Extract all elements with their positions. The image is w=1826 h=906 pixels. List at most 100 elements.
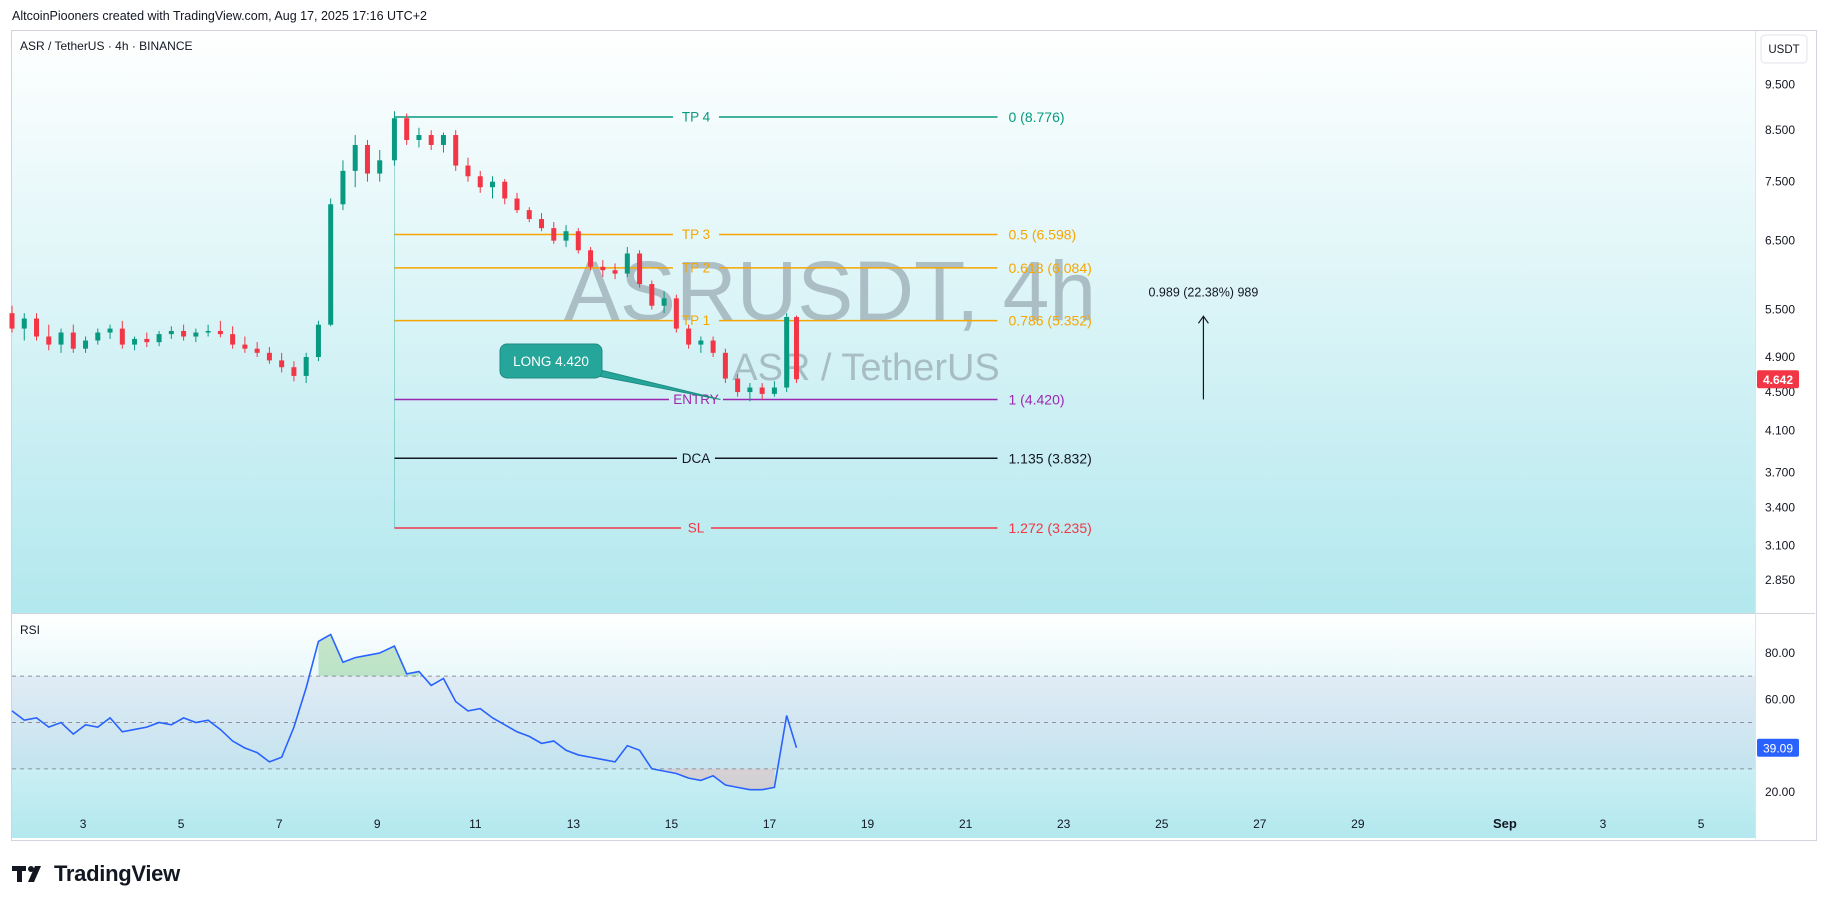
rsi-oversold-fill [664, 768, 775, 790]
candle-body [624, 253, 630, 274]
fib-level-label: 0.5 (6.598) [1008, 226, 1076, 242]
price-tick-label: 2.850 [1765, 573, 1795, 587]
axes: 9.500 8.500 7.500 6.500 5.500 4.900 4.500 4.100… [80, 77, 1799, 831]
candle-body [612, 270, 618, 274]
fib-levels: TP 4 0 (8.776) TP 3 0.5 (6.598) TP 2 0.618 (6… [394, 109, 1092, 536]
time-tick-label: 9 [374, 817, 381, 831]
fib-level-label: 0.618 (6.084) [1008, 260, 1091, 276]
time-tick-label: 21 [959, 817, 973, 831]
chart-frame [11, 30, 1817, 841]
candle-body [352, 144, 358, 171]
time-tick-label: 11 [469, 817, 482, 831]
price-tick-label: 3.100 [1765, 539, 1795, 553]
candle-body [144, 338, 150, 343]
candle-body [377, 160, 383, 174]
callout-box [499, 343, 603, 379]
candle-body [600, 266, 606, 271]
time-tick-label: 25 [1155, 817, 1169, 831]
candle-body [83, 340, 89, 349]
candle-body [453, 135, 459, 166]
tradingview-brand: TradingView [54, 861, 180, 886]
time-tick-label: 29 [1351, 817, 1365, 831]
last-price-label: 4.642 [1763, 373, 1793, 387]
time-tick-label: 15 [665, 817, 679, 831]
candle-body [440, 135, 446, 145]
candle-body [686, 328, 692, 345]
time-tick-label: 7 [276, 817, 283, 831]
time-tick-label: 5 [178, 817, 185, 831]
candle-body [9, 313, 15, 329]
price-measure[interactable]: 0.989 (22.38%) 989 [1149, 285, 1259, 400]
candle-body [291, 367, 297, 376]
rsi-line [11, 633, 798, 791]
candle-body [266, 352, 272, 361]
candle-body [168, 330, 174, 335]
measure-arrowhead [1197, 315, 1209, 324]
symbol-watermark: ASRUSDT, 4h ASR / TetherUS [564, 244, 1096, 389]
symbol-info[interactable]: ASR / TetherUS · 4h · BINANCE [20, 39, 193, 53]
candle-body [698, 340, 704, 345]
candle-body [673, 298, 679, 329]
candle-body [710, 340, 716, 353]
chart-attribution: AltcoinPiooners created with TradingView… [12, 9, 427, 23]
rsi-tick-label: 80.00 [1765, 646, 1795, 660]
candle-body [489, 181, 495, 188]
time-tick-label: 13 [567, 817, 581, 831]
rsi-indicator [11, 633, 1755, 791]
candle-body [416, 135, 422, 140]
candle-body [254, 348, 260, 353]
fib-level-name: TP 1 [682, 313, 710, 328]
tradingview-logo[interactable]: TradingView [12, 861, 180, 887]
candle-body [784, 316, 790, 388]
candle-body [70, 332, 76, 349]
price-tick-label: 3.700 [1765, 466, 1795, 480]
candle-body [649, 284, 655, 306]
candle-body [364, 144, 370, 174]
fib-level-name: TP 2 [682, 260, 710, 275]
fib-level-name: TP 3 [682, 227, 710, 242]
candle-body [514, 198, 520, 211]
fib-level-label: 0 (8.776) [1008, 109, 1064, 125]
rsi-pane-background [12, 614, 1755, 838]
candle-body [793, 316, 799, 380]
long-callout[interactable]: LONG 4.420 [499, 343, 721, 400]
price-tick-label: 5.500 [1765, 302, 1795, 316]
watermark-name: ASR / TetherUS [732, 347, 1000, 389]
candle-body [502, 181, 508, 199]
callout-label: LONG 4.420 [513, 354, 589, 369]
time-tick-label: 17 [763, 817, 777, 831]
candle-body [242, 344, 248, 349]
candle-body [21, 318, 27, 329]
last-price-badge [1757, 370, 1799, 389]
candle-body [551, 228, 557, 241]
candle-body [428, 135, 434, 145]
candle-body [340, 170, 346, 205]
candle-body [588, 250, 594, 267]
price-tick-label: 7.500 [1765, 175, 1795, 189]
candle-body [132, 338, 138, 345]
fib-level-name: SL [688, 521, 705, 536]
candle-body [181, 330, 187, 337]
candle-body [119, 328, 125, 345]
fib-level-label: 1 (4.420) [1008, 391, 1064, 407]
rsi-title[interactable]: RSI [20, 623, 40, 637]
candle-body [303, 357, 309, 376]
currency-button[interactable]: USDT [1760, 34, 1808, 64]
candle-body [575, 231, 581, 251]
fib-level-name: DCA [682, 451, 711, 466]
price-tick-label: 9.500 [1765, 77, 1795, 91]
time-tick-label: Sep [1493, 816, 1517, 831]
time-tick-label: 23 [1057, 817, 1071, 831]
candle-body [34, 318, 40, 337]
candle-body [95, 332, 101, 341]
price-tick-label: 4.100 [1765, 423, 1795, 437]
price-tick-label: 4.900 [1765, 350, 1795, 364]
candle-body [328, 204, 334, 325]
candle-body [722, 352, 728, 379]
price-tick-label: 6.500 [1765, 234, 1795, 248]
candle-body [747, 387, 753, 393]
candle-body [661, 298, 667, 306]
price-tick-label: 8.500 [1765, 123, 1795, 137]
candle-body [404, 118, 410, 140]
